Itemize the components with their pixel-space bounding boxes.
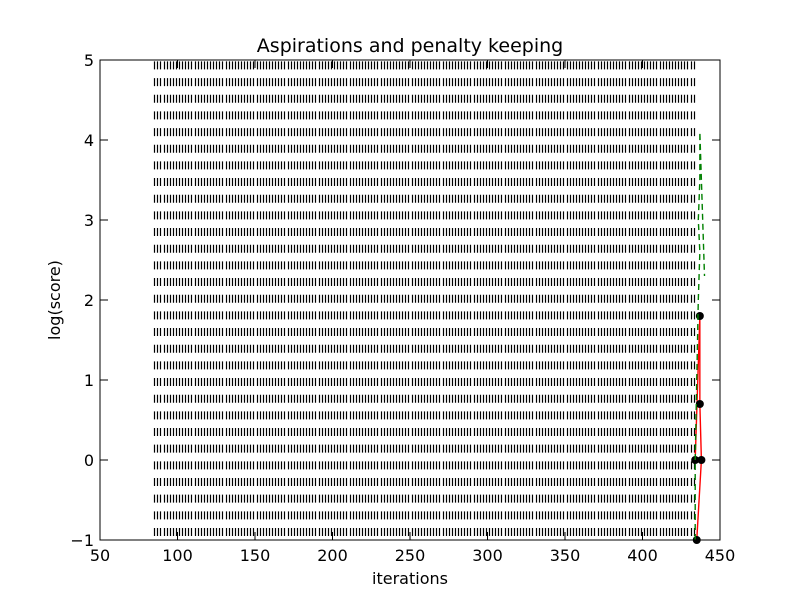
aspiration-marker-row (153, 94, 696, 103)
y-tick-label: 1 (84, 371, 94, 390)
series-point (695, 400, 704, 408)
aspiration-marker-row (153, 478, 696, 487)
aspiration-marker-row (153, 411, 696, 420)
y-tick-label: 4 (84, 131, 94, 150)
y-axis-ticks: −1 0 1 2 3 4 5 (70, 51, 720, 550)
aspiration-marker-row (153, 378, 696, 387)
y-tick-label: 3 (84, 211, 94, 230)
x-tick-label: 350 (550, 546, 581, 565)
series-point (697, 456, 706, 464)
x-tick-label: 450 (705, 546, 736, 565)
x-tick-label: 150 (240, 546, 271, 565)
series-point (695, 312, 704, 320)
aspiration-marker-row (153, 528, 696, 536)
aspiration-marker-row (153, 194, 696, 203)
aspiration-marker-row (153, 78, 696, 87)
aspiration-marker-row (153, 461, 696, 470)
y-tick-label: −1 (70, 531, 94, 550)
y-tick-label: 2 (84, 291, 94, 310)
x-tick-label: 300 (472, 546, 503, 565)
aspiration-marker-row (153, 328, 696, 337)
aspiration-marker-row (153, 494, 696, 503)
y-axis-label: log(score) (45, 260, 64, 340)
aspiration-marker-row (153, 261, 696, 270)
aspiration-marker-row (153, 111, 696, 120)
aspiration-marker-row (153, 144, 696, 153)
aspiration-marker-row (153, 294, 696, 303)
aspiration-markers (153, 61, 696, 536)
aspiration-marker-row (153, 128, 696, 137)
x-tick-label: 400 (627, 546, 658, 565)
aspiration-marker-row (153, 444, 696, 453)
aspiration-marker-row (153, 244, 696, 253)
aspiration-marker-row (153, 161, 696, 170)
aspiration-marker-row (153, 228, 696, 237)
x-tick-label: 100 (162, 546, 193, 565)
aspiration-marker-row (153, 278, 696, 287)
x-axis-label: iterations (372, 569, 448, 588)
aspiration-marker-row (153, 361, 696, 370)
aspiration-marker-row (153, 311, 696, 320)
aspiration-marker-row (153, 511, 696, 520)
chart-title: Aspirations and penalty keeping (257, 35, 563, 57)
plot-frame (99, 59, 721, 541)
aspiration-marker-row (153, 178, 696, 187)
x-tick-label: 200 (317, 546, 348, 565)
aspiration-marker-row (153, 211, 696, 220)
y-tick-label: 0 (84, 451, 94, 470)
series-line-1 (694, 131, 706, 540)
x-tick-label: 50 (90, 546, 110, 565)
x-tick-label: 250 (395, 546, 426, 565)
aspiration-marker-row (153, 428, 696, 437)
y-tick-label: 5 (84, 51, 94, 70)
aspiration-marker-row (153, 344, 696, 353)
series-layer (691, 131, 706, 544)
x-axis-ticks: 50 100 150 200 250 300 350 400 450 (90, 60, 735, 565)
aspiration-marker-row (153, 61, 696, 70)
aspiration-marker-row (153, 394, 696, 403)
